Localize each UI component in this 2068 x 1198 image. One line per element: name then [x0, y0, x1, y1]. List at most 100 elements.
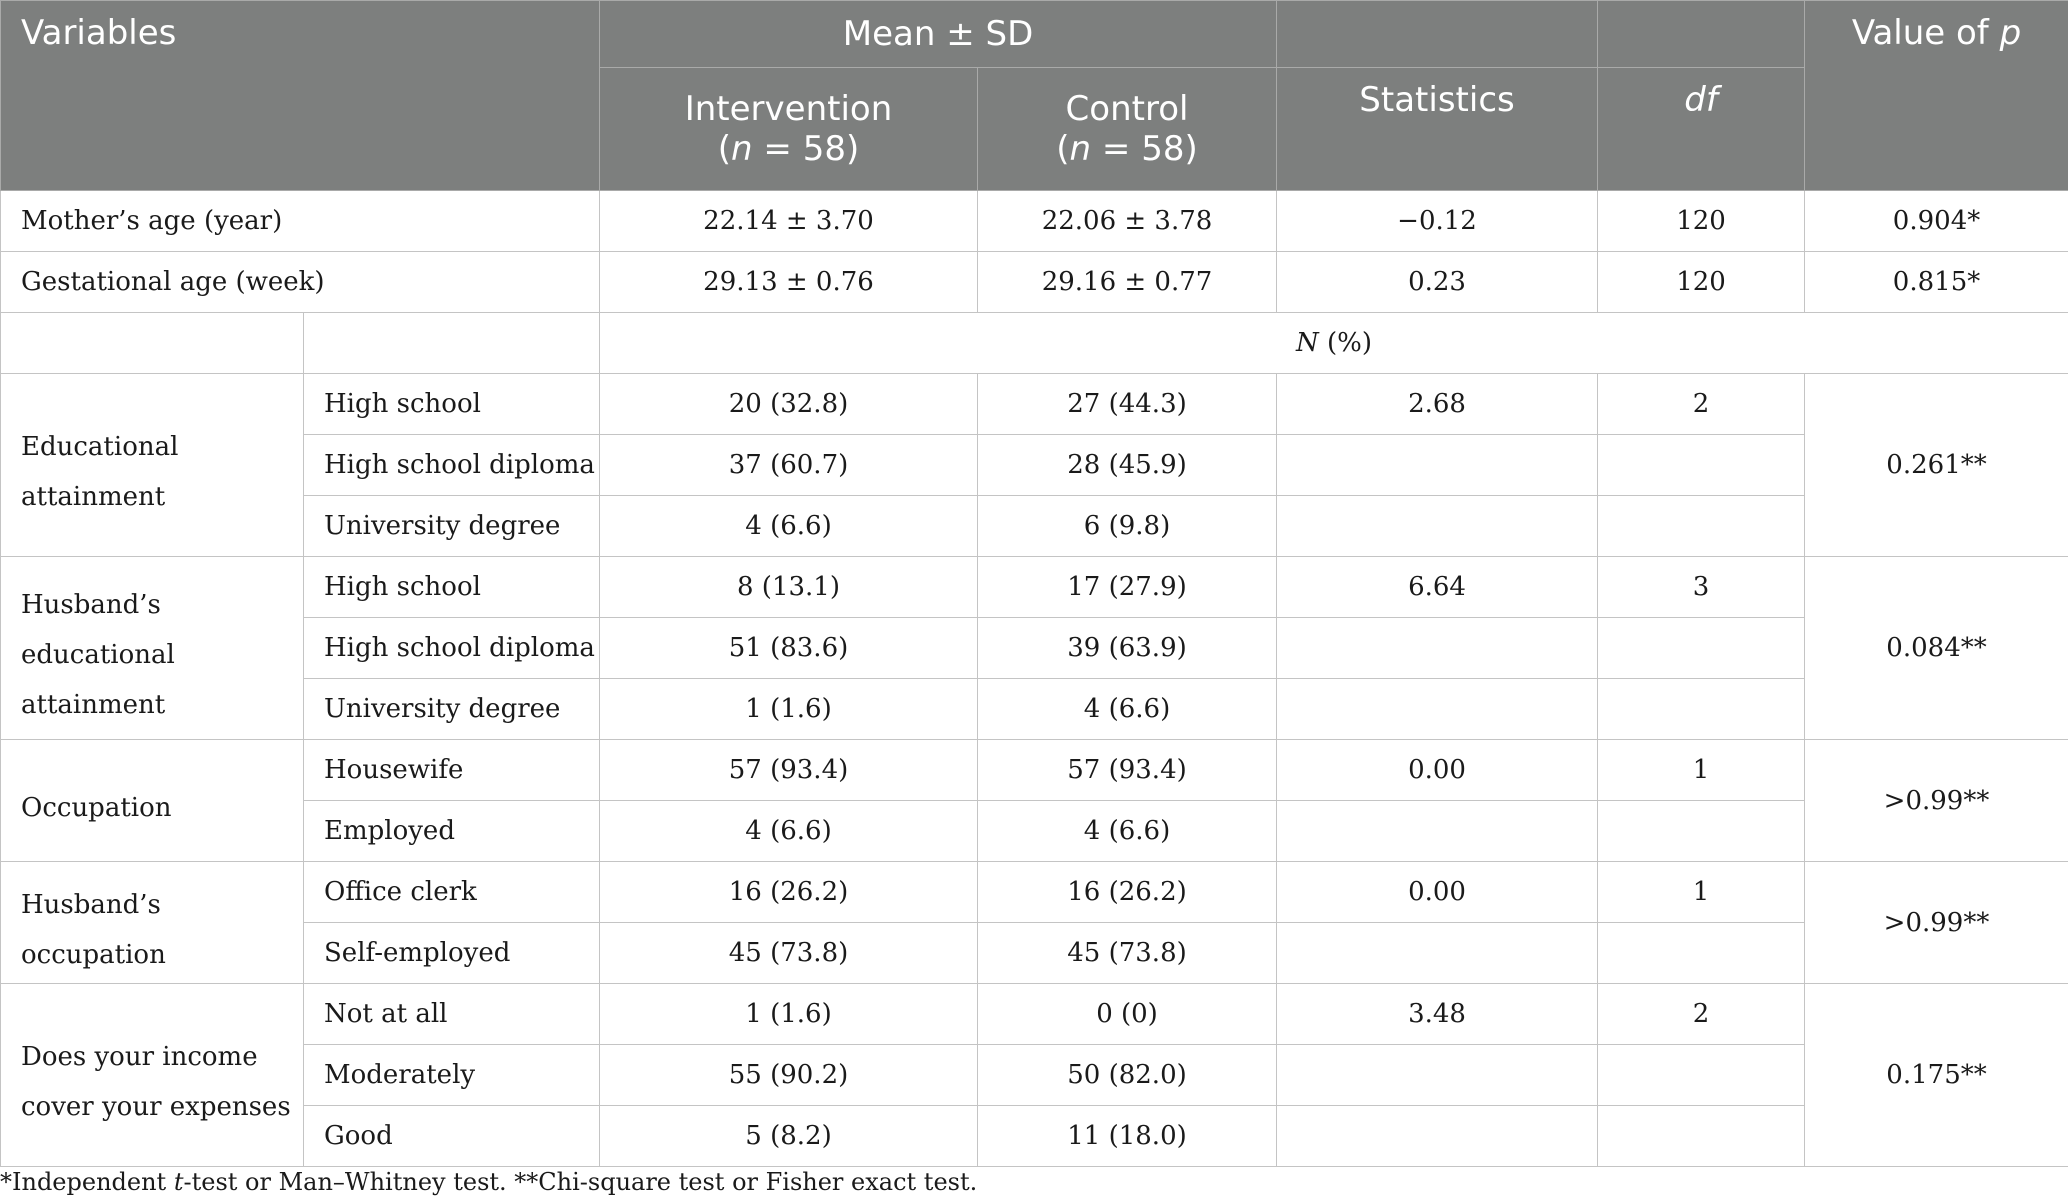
- table-footnote: *Independent t-test or Man–Whitney test.…: [0, 1168, 978, 1196]
- blank-cell: [1597, 922, 1806, 984]
- category-label: High school: [303, 556, 600, 618]
- cell-control: 11 (18.0): [976, 1105, 1278, 1167]
- cell-control: 4 (6.6): [976, 800, 1278, 862]
- cell-statistics: 0.00: [1276, 739, 1599, 801]
- cell-p-value: 0.904*: [1804, 190, 2068, 252]
- row-label: Gestational age (week): [0, 251, 600, 313]
- table-row: Husband’s educational attainment High sc…: [0, 556, 2068, 740]
- cell-statistics: 0.23: [1276, 251, 1599, 313]
- table-row: High school diploma 37 (60.7) 28 (45.9): [1, 434, 2068, 496]
- row-label: Mother’s age (year): [0, 190, 600, 252]
- cell-intervention: 57 (93.4): [599, 739, 978, 801]
- blank-cell: [1276, 922, 1599, 984]
- cell-intervention: 51 (83.6): [599, 617, 978, 679]
- cell-intervention: 1 (1.6): [599, 983, 978, 1045]
- header-statistics: Statistics: [1276, 67, 1599, 191]
- table-row: High school diploma 51 (83.6) 39 (63.9): [1, 617, 2068, 679]
- cell-control: 6 (9.8): [976, 495, 1278, 557]
- table-row: Occupation Housewife 57 (93.4) 57 (93.4)…: [0, 739, 2068, 862]
- blank-cell: [1276, 434, 1599, 496]
- group-label: Occupation: [0, 739, 304, 862]
- blank-cell: [1597, 1044, 1806, 1106]
- cell-control: 45 (73.8): [976, 922, 1278, 984]
- cell-control: 27 (44.3): [976, 373, 1278, 435]
- cell-p-value: 0.084**: [1804, 556, 2068, 740]
- cell-statistics: 2.68: [1276, 373, 1599, 435]
- cell-df: 120: [1597, 190, 1806, 252]
- group-label: Does your income cover your expenses: [0, 983, 304, 1167]
- header-blank-df: [1597, 0, 1806, 68]
- category-label: Housewife: [303, 739, 600, 801]
- group-label: Husband’s occupation: [0, 861, 304, 984]
- cell-p-value: 0.175**: [1804, 983, 2068, 1167]
- category-label: Office clerk: [303, 861, 600, 923]
- header-variables: Variables: [0, 0, 600, 191]
- cell-control: 29.16 ± 0.77: [976, 251, 1278, 313]
- cell-statistics: −0.12: [1276, 190, 1599, 252]
- category-label: Moderately: [303, 1044, 600, 1106]
- table-row: Mother’s age (year) 22.14 ± 3.70 22.06 ±…: [0, 190, 2068, 252]
- blank-cell: [1276, 1044, 1599, 1106]
- cell-control: 4 (6.6): [976, 678, 1278, 740]
- cell-statistics: 0.00: [1276, 861, 1599, 923]
- cell-intervention: 1 (1.6): [599, 678, 978, 740]
- header-mean-sd: Mean ± SD: [598, 0, 1278, 68]
- blank-cell: [1276, 678, 1599, 740]
- blank-cell: [1597, 495, 1806, 557]
- category-label: Employed: [303, 800, 600, 862]
- blank-cell: [1276, 495, 1599, 557]
- cell-df: 2: [1597, 373, 1806, 435]
- blank-cell: [303, 312, 600, 374]
- cell-intervention: 29.13 ± 0.76: [599, 251, 978, 313]
- cell-intervention: 4 (6.6): [599, 800, 978, 862]
- category-label: University degree: [303, 495, 600, 557]
- baseline-characteristics-table: Variables Mean ± SD Value of p Intervent…: [0, 0, 2068, 1167]
- table-row: University degree 1 (1.6) 4 (6.6): [1, 678, 2068, 740]
- n-percent-subheader: N (%): [598, 312, 2068, 374]
- cell-control: 39 (63.9): [976, 617, 1278, 679]
- header-df: df: [1597, 67, 1806, 191]
- blank-cell: [1597, 800, 1806, 862]
- table-row: Self-employed 45 (73.8) 45 (73.8): [1, 922, 2068, 984]
- table-container: Variables Mean ± SD Value of p Intervent…: [0, 0, 2068, 1167]
- cell-statistics: 3.48: [1276, 983, 1599, 1045]
- table-row: Employed 4 (6.6) 4 (6.6): [1, 800, 2068, 862]
- blank-cell: [1276, 1105, 1599, 1167]
- cell-df: 120: [1597, 251, 1806, 313]
- table-row: University degree 4 (6.6) 6 (9.8): [1, 495, 2068, 557]
- cell-df: 2: [1597, 983, 1806, 1045]
- cell-p-value: 0.815*: [1804, 251, 2068, 313]
- header-value-of-p: Value of p: [1804, 0, 2068, 191]
- table-header: Variables Mean ± SD Value of p Intervent…: [0, 0, 2068, 191]
- group-label: Husband’s educational attainment: [0, 556, 304, 740]
- category-label: University degree: [303, 678, 600, 740]
- cell-intervention: 55 (90.2): [599, 1044, 978, 1106]
- table-row: Good 5 (8.2) 11 (18.0): [1, 1105, 2068, 1167]
- cell-intervention: 5 (8.2): [599, 1105, 978, 1167]
- category-label: High school diploma: [303, 434, 600, 496]
- blank-cell: [0, 312, 304, 374]
- cell-intervention: 8 (13.1): [599, 556, 978, 618]
- category-label: Self-employed: [303, 922, 600, 984]
- blank-cell: [1276, 617, 1599, 679]
- cell-intervention: 45 (73.8): [599, 922, 978, 984]
- cell-df: 1: [1597, 739, 1806, 801]
- cell-intervention: 20 (32.8): [599, 373, 978, 435]
- cell-p-value: >0.99**: [1804, 861, 2068, 984]
- cell-intervention: 22.14 ± 3.70: [599, 190, 978, 252]
- cell-control: 57 (93.4): [976, 739, 1278, 801]
- cell-control: 50 (82.0): [976, 1044, 1278, 1106]
- table-row: Educational attainment High school 20 (3…: [0, 373, 2068, 557]
- cell-df: 3: [1597, 556, 1806, 618]
- cell-intervention: 16 (26.2): [599, 861, 978, 923]
- group-label: Educational attainment: [0, 373, 304, 557]
- blank-cell: [1597, 678, 1806, 740]
- cell-df: 1: [1597, 861, 1806, 923]
- cell-control: 22.06 ± 3.78: [976, 190, 1278, 252]
- blank-cell: [1597, 1105, 1806, 1167]
- header-blank-stat: [1276, 0, 1599, 68]
- category-label: High school diploma: [303, 617, 600, 679]
- header-intervention: Intervention (n = 58): [599, 67, 978, 191]
- category-label: Good: [303, 1105, 600, 1167]
- cell-statistics: 6.64: [1276, 556, 1599, 618]
